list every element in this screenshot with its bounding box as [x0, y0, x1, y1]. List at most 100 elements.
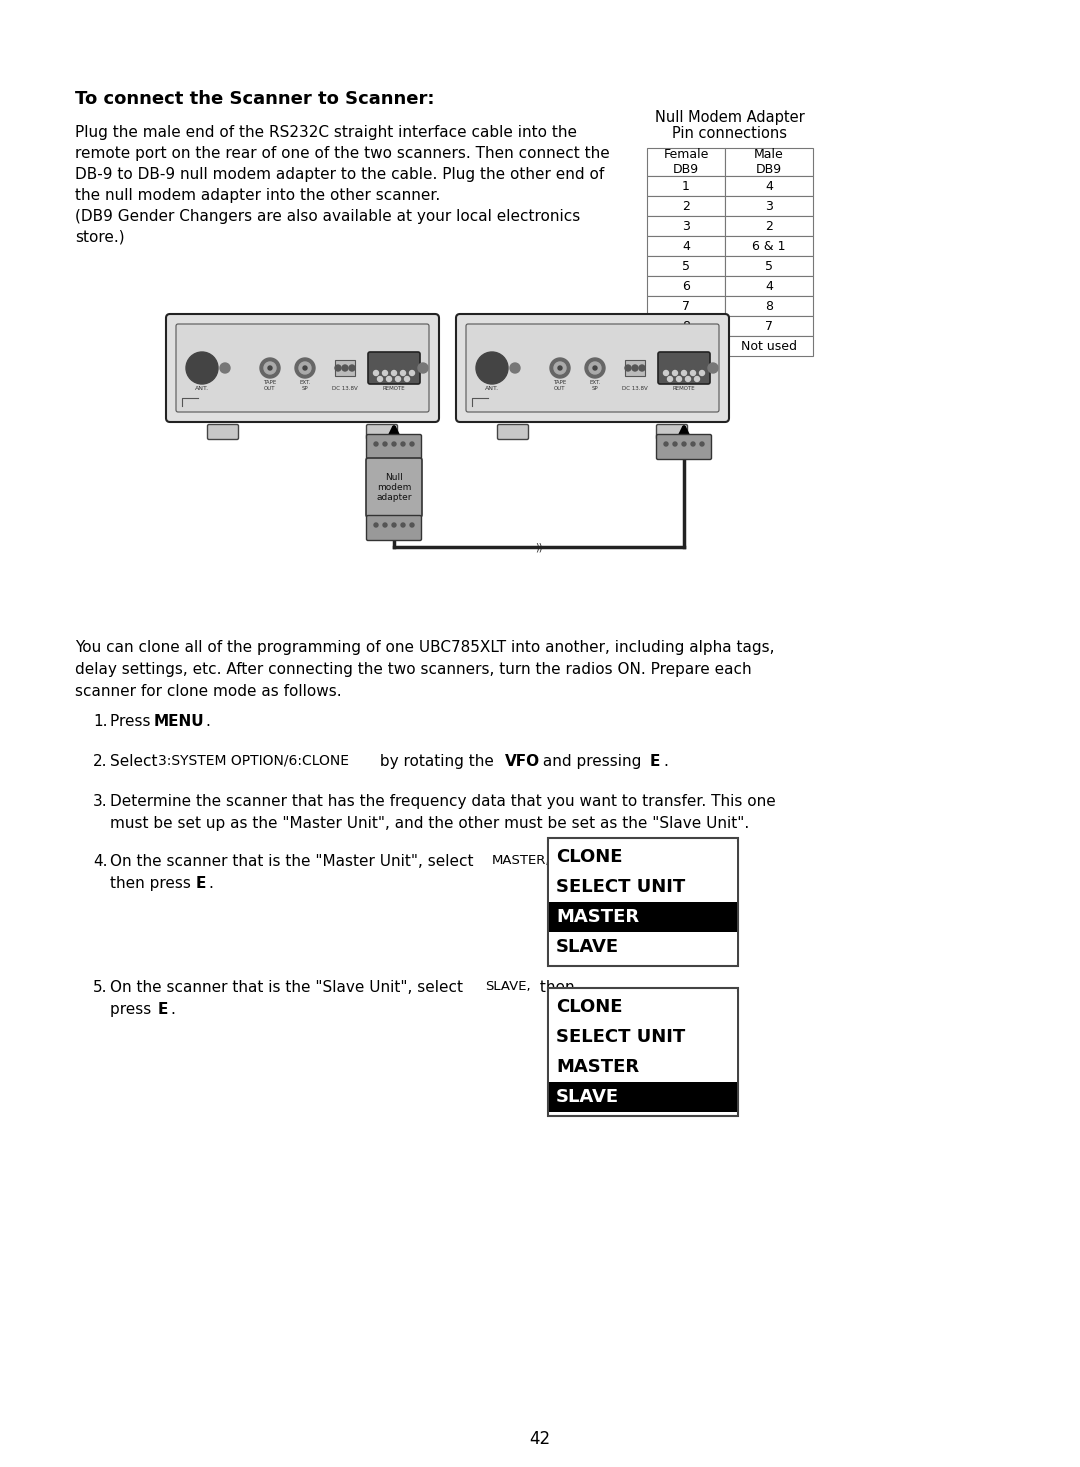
- Circle shape: [481, 356, 503, 378]
- Bar: [647, 296, 725, 315]
- Circle shape: [391, 371, 396, 376]
- Text: )): )): [536, 543, 543, 553]
- Bar: [548, 838, 738, 965]
- Text: E: E: [195, 876, 206, 890]
- Text: 1: 1: [683, 179, 690, 192]
- Text: .: .: [208, 876, 213, 890]
- Circle shape: [667, 377, 673, 381]
- Text: EXT.
SP: EXT. SP: [590, 380, 600, 392]
- Text: SLAVE: SLAVE: [556, 1089, 619, 1106]
- Text: TAPE
OUT: TAPE OUT: [264, 380, 276, 392]
- Bar: [548, 987, 738, 1116]
- Circle shape: [410, 442, 414, 446]
- Bar: [647, 336, 725, 356]
- Bar: [647, 315, 725, 336]
- Text: 3: 3: [765, 200, 773, 213]
- Text: .: .: [663, 754, 667, 769]
- Circle shape: [708, 362, 718, 373]
- Circle shape: [374, 524, 378, 527]
- Text: You can clone all of the programming of one UBC785XLT into another, including al: You can clone all of the programming of …: [75, 640, 774, 654]
- Circle shape: [342, 365, 348, 371]
- Circle shape: [558, 365, 562, 370]
- Circle shape: [676, 377, 681, 381]
- Bar: [725, 276, 813, 296]
- Circle shape: [383, 524, 387, 527]
- Text: 9: 9: [683, 339, 690, 352]
- Text: 4: 4: [765, 179, 773, 192]
- Text: On the scanner that is the "Slave Unit", select: On the scanner that is the "Slave Unit",…: [110, 980, 468, 995]
- Circle shape: [476, 352, 508, 384]
- Text: press: press: [110, 1002, 157, 1017]
- Circle shape: [700, 442, 704, 446]
- Text: then: then: [535, 980, 575, 995]
- Bar: [725, 148, 813, 176]
- Circle shape: [673, 371, 677, 376]
- Bar: [549, 932, 737, 962]
- Text: 4: 4: [683, 239, 690, 252]
- Bar: [647, 148, 725, 176]
- Bar: [549, 871, 737, 902]
- Text: Null
modem
adapter: Null modem adapter: [376, 472, 411, 502]
- Bar: [549, 1022, 737, 1052]
- Text: 8: 8: [765, 299, 773, 312]
- FancyBboxPatch shape: [366, 458, 422, 516]
- Text: CLONE: CLONE: [556, 848, 622, 866]
- Text: SELECT UNIT: SELECT UNIT: [556, 879, 685, 896]
- FancyBboxPatch shape: [657, 434, 712, 459]
- Text: 2.: 2.: [93, 754, 108, 769]
- Text: REMOTE: REMOTE: [382, 386, 405, 392]
- Bar: [647, 176, 725, 197]
- Text: Plug the male end of the RS232C straight interface cable into the: Plug the male end of the RS232C straight…: [75, 125, 577, 139]
- Circle shape: [195, 361, 210, 376]
- Text: Determine the scanner that has the frequency data that you want to transfer. Thi: Determine the scanner that has the frequ…: [110, 794, 775, 808]
- Text: MENU: MENU: [154, 714, 204, 729]
- Text: .: .: [205, 714, 210, 729]
- Circle shape: [374, 442, 378, 446]
- Circle shape: [264, 362, 276, 374]
- Bar: [549, 902, 737, 932]
- Text: MASTER: MASTER: [556, 908, 639, 926]
- Text: DC 13.8V: DC 13.8V: [333, 386, 357, 392]
- Circle shape: [186, 352, 218, 384]
- Circle shape: [593, 365, 597, 370]
- Text: and pressing: and pressing: [538, 754, 646, 769]
- Circle shape: [690, 371, 696, 376]
- Circle shape: [410, 524, 414, 527]
- Circle shape: [299, 362, 311, 374]
- Text: (DB9 Gender Changers are also available at your local electronics: (DB9 Gender Changers are also available …: [75, 208, 580, 224]
- Text: Press: Press: [110, 714, 156, 729]
- Circle shape: [392, 524, 396, 527]
- Text: 5: 5: [681, 260, 690, 273]
- Circle shape: [663, 371, 669, 376]
- Text: On the scanner that is the "Master Unit", select: On the scanner that is the "Master Unit"…: [110, 854, 478, 868]
- Text: must be set up as the "Master Unit", and the other must be set as the "Slave Uni: must be set up as the "Master Unit", and…: [110, 816, 750, 830]
- FancyBboxPatch shape: [366, 434, 421, 459]
- FancyBboxPatch shape: [658, 352, 710, 384]
- Circle shape: [585, 358, 605, 378]
- Text: 4.: 4.: [93, 854, 108, 868]
- Text: 5: 5: [765, 260, 773, 273]
- Circle shape: [392, 442, 396, 446]
- Circle shape: [387, 377, 391, 381]
- Text: store.): store.): [75, 230, 124, 245]
- Circle shape: [395, 377, 401, 381]
- Text: then press: then press: [110, 876, 195, 890]
- FancyBboxPatch shape: [366, 515, 421, 540]
- Text: Male
DB9: Male DB9: [754, 148, 784, 176]
- Text: 2: 2: [683, 200, 690, 213]
- Text: CLONE: CLONE: [556, 998, 622, 1017]
- FancyBboxPatch shape: [368, 352, 420, 384]
- FancyBboxPatch shape: [465, 324, 719, 412]
- Bar: [549, 842, 737, 871]
- FancyBboxPatch shape: [657, 424, 688, 440]
- Text: DC 13.8V: DC 13.8V: [622, 386, 648, 392]
- Circle shape: [268, 365, 272, 370]
- Text: EXT.
SP: EXT. SP: [299, 380, 311, 392]
- Text: scanner for clone mode as follows.: scanner for clone mode as follows.: [75, 684, 341, 698]
- Text: REMOTE: REMOTE: [673, 386, 696, 392]
- Bar: [647, 197, 725, 216]
- Bar: [647, 236, 725, 257]
- Circle shape: [401, 524, 405, 527]
- Text: 6: 6: [683, 280, 690, 292]
- Bar: [335, 359, 355, 376]
